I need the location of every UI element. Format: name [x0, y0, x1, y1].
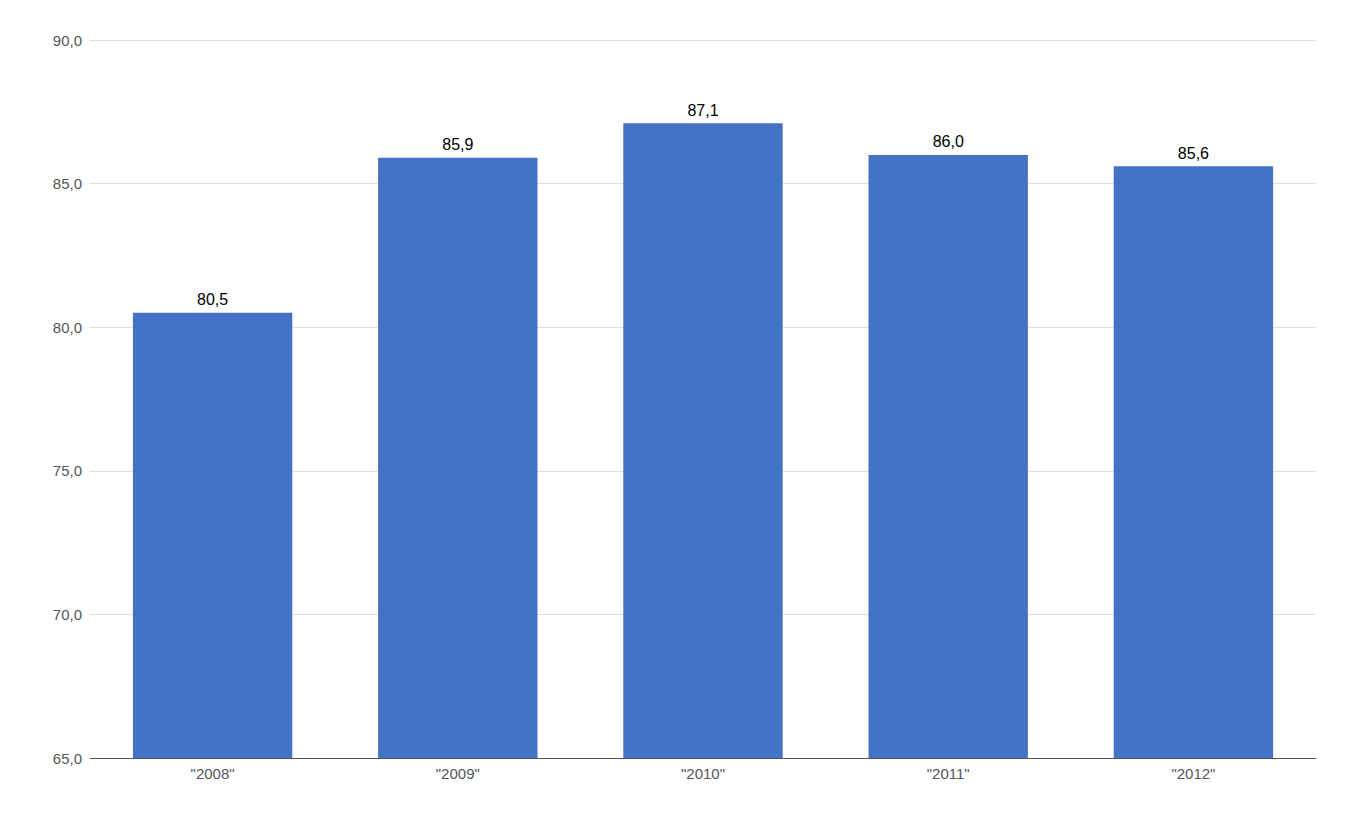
svg-text:85,0: 85,0	[53, 175, 82, 192]
svg-text:87,1: 87,1	[687, 102, 718, 119]
svg-text:75,0: 75,0	[53, 462, 82, 479]
svg-text:90,0: 90,0	[53, 32, 82, 49]
svg-text:70,0: 70,0	[53, 606, 82, 623]
svg-text:"2009": "2009"	[436, 765, 480, 782]
svg-text:85,6: 85,6	[1178, 145, 1209, 162]
svg-text:"2010": "2010"	[681, 765, 725, 782]
svg-text:65,0: 65,0	[53, 750, 82, 767]
svg-text:86,0: 86,0	[933, 133, 964, 150]
svg-text:80,5: 80,5	[197, 291, 228, 308]
svg-text:"2011": "2011"	[927, 765, 970, 782]
svg-text:80,0: 80,0	[53, 319, 82, 336]
svg-text:85,9: 85,9	[442, 136, 473, 153]
svg-text:"2008": "2008"	[191, 765, 235, 782]
svg-text:"2012": "2012"	[1171, 765, 1215, 782]
